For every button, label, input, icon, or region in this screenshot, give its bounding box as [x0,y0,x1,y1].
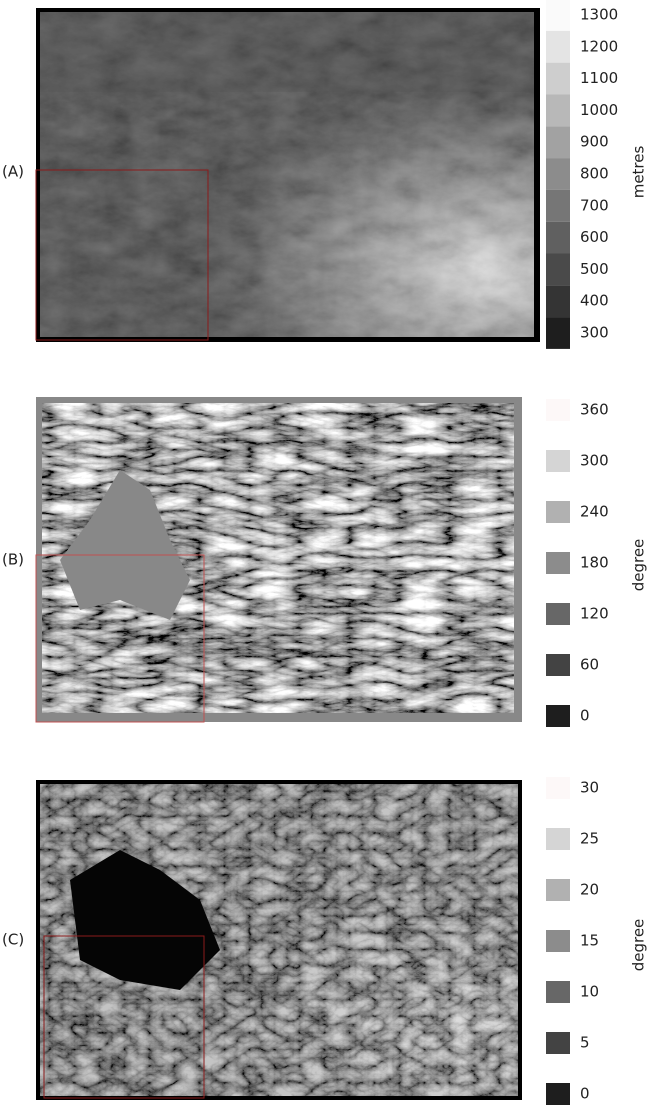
legend-label: 700 [580,196,609,214]
panel-label: (A) [2,163,24,181]
legend-swatch [546,285,570,317]
legend-label: 30 [580,779,599,797]
legend-label: 400 [580,292,609,310]
legend-title: degree [630,539,648,592]
legend-label: 25 [580,830,599,848]
legend-label: 1000 [580,101,618,119]
legend-label: 1300 [580,6,618,24]
legend-label: 500 [580,260,609,278]
legend-swatch [546,705,570,727]
legend-swatch [546,552,570,574]
legend-label: 15 [580,932,599,950]
legend-label: 1100 [580,69,618,87]
legend-label: 800 [580,165,609,183]
legend-swatch [546,190,570,222]
legend-swatch [546,603,570,625]
legend-swatch [546,981,570,1003]
legend-swatch [546,654,570,676]
legend-swatch [546,126,570,158]
legend-label: 60 [580,656,599,674]
legend-label: 600 [580,228,609,246]
legend-label: 1200 [580,37,618,55]
legend-label: 300 [580,452,609,470]
map-c [36,780,522,1100]
legend-swatch [546,31,570,63]
legend-swatch [546,501,570,523]
legend-swatch [546,158,570,190]
legend-swatch [546,1083,570,1105]
map-b [36,397,522,722]
legend-title: metres [630,146,648,199]
legend-swatch [546,254,570,286]
legend-swatch [546,399,570,421]
figure: (A)1300120011001000900800700600500400300… [0,0,649,1109]
legend-swatch [546,930,570,952]
legend-label: 120 [580,605,609,623]
legend-swatch [546,317,570,349]
map-a [36,8,540,342]
legend-swatch [546,450,570,472]
legend-title: degree [630,919,648,972]
legend-label: 5 [580,1034,590,1052]
legend-swatch [546,1032,570,1054]
legend-label: 0 [580,707,590,725]
legend-swatch [546,95,570,127]
panel-label: (B) [2,551,24,569]
legend-swatch [546,0,570,31]
legend-swatch [546,222,570,254]
legend-label: 900 [580,133,609,151]
legend-label: 240 [580,503,609,521]
legend-label: 180 [580,554,609,572]
legend-label: 0 [580,1085,590,1103]
legend-label: 10 [580,983,599,1001]
legend-swatch [546,828,570,850]
panel-label: (C) [2,931,24,949]
legend-swatch [546,63,570,95]
legend-label: 300 [580,324,609,342]
legend-swatch [546,777,570,799]
legend-label: 20 [580,881,599,899]
legend-swatch [546,879,570,901]
legend-label: 360 [580,401,609,419]
